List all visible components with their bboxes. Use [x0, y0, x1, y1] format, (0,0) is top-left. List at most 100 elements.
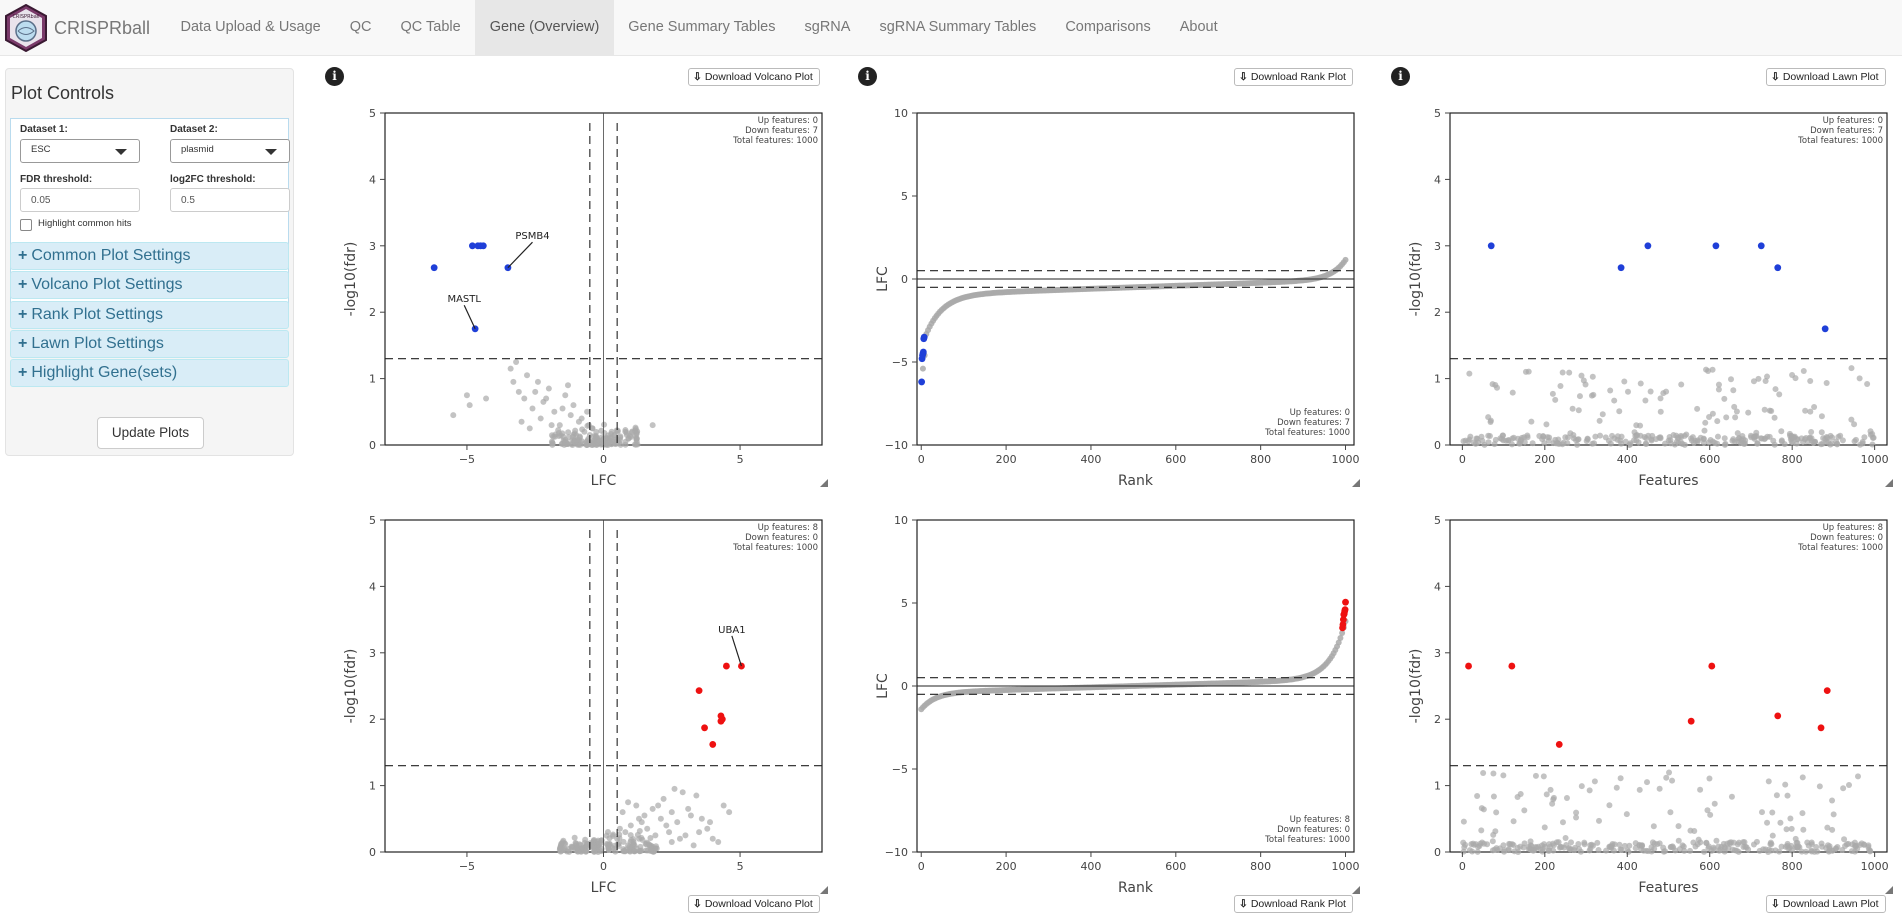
tab-qc[interactable]: QC	[349, 19, 372, 35]
download-rank-plot-button-2[interactable]: ⇩ Download Rank Plot	[1234, 895, 1353, 913]
feature-count: Up features: 8	[758, 523, 818, 533]
highlight-point	[471, 325, 479, 333]
accordion-volcano-plot-settings[interactable]: + Volcano Plot Settings	[10, 271, 289, 299]
data-point	[1557, 382, 1564, 389]
data-point	[1678, 381, 1685, 388]
download-volcano-plot-button-2[interactable]: ⇩ Download Volcano Plot	[688, 895, 820, 913]
dataset2-select[interactable]: plasmid	[170, 139, 290, 163]
data-point	[1799, 810, 1806, 817]
download-volcano-label: Download Volcano Plot	[704, 71, 813, 83]
rank-plot-top[interactable]: 0 200 400 600 800 1000 −10 −5 0 5 10 Rank LFC Up feat…	[862, 95, 1382, 495]
accordion-rank-plot-settings[interactable]: + Rank Plot Settings	[10, 301, 289, 329]
accordion-common-plot-settings[interactable]: + Common Plot Settings	[10, 242, 289, 270]
data-point	[1723, 414, 1730, 421]
tab-upload[interactable]: Data Upload & Usage	[180, 19, 321, 35]
accordion-label: Rank Plot Settings	[31, 306, 163, 323]
highlight-point	[1617, 264, 1625, 272]
data-point	[1532, 772, 1539, 779]
data-point	[584, 441, 591, 448]
feature-count: Down features: 7	[1810, 126, 1883, 136]
tab-sgrna-tables[interactable]: sgRNA Summary Tables	[879, 19, 1037, 35]
volcano-info-icon[interactable]: i	[325, 67, 344, 86]
download-icon: ⇩	[1239, 898, 1248, 910]
data-point	[1460, 818, 1467, 825]
data-point	[1764, 373, 1771, 380]
data-point	[608, 434, 615, 441]
data-point	[569, 843, 576, 850]
data-point	[1701, 427, 1708, 434]
data-point	[1730, 387, 1737, 394]
log2fc-threshold-input[interactable]	[170, 188, 290, 212]
lawn-plot-bottom[interactable]: 0 200 400 600 800 1000 0 1 2 3 4 5 Features -log10(fd…	[1395, 502, 1902, 902]
y-tick-label: −10	[885, 439, 908, 452]
dataset1-select[interactable]: ESC	[20, 139, 140, 163]
download-rank-plot-button[interactable]: ⇩ Download Rank Plot	[1234, 68, 1353, 86]
volcano-plot-bottom[interactable]: UBA1 −5 0 5 0 1 2 3 4 5 LFC -log10(fdr) Up features:…	[330, 502, 850, 902]
resize-handle-icon	[820, 886, 828, 894]
lawn-info-icon[interactable]: i	[1391, 67, 1410, 86]
data-point	[1644, 779, 1651, 786]
data-point	[1788, 842, 1795, 849]
data-point	[1695, 836, 1702, 843]
data-point	[1494, 384, 1501, 391]
tab-qc-table[interactable]: QC Table	[400, 19, 461, 35]
tab-about[interactable]: About	[1179, 19, 1218, 35]
data-point	[584, 841, 591, 848]
y-tick-label: 5	[1434, 107, 1441, 120]
highlight-point	[430, 264, 438, 272]
data-point	[620, 838, 627, 845]
data-point	[584, 408, 591, 415]
x-tick-label: −5	[459, 860, 475, 873]
data-point	[625, 799, 632, 806]
rank-info-icon[interactable]: i	[858, 67, 877, 86]
data-point	[524, 372, 531, 379]
data-point	[1648, 437, 1655, 444]
data-point	[1642, 397, 1649, 404]
data-point	[1517, 791, 1524, 798]
data-point	[1485, 432, 1492, 439]
data-point	[1714, 418, 1721, 425]
highlight-point	[479, 242, 487, 250]
accordion-lawn-plot-settings[interactable]: + Lawn Plot Settings	[10, 330, 289, 358]
tab-gene-tables[interactable]: Gene Summary Tables	[628, 19, 776, 35]
data-point	[1613, 784, 1620, 791]
data-point	[666, 829, 673, 836]
data-point	[582, 836, 589, 843]
volcano-plot-top[interactable]: PSMB4 MASTL −5 0 5 0 1 2 3 4 5 LFC -log10(fdr) Up fea…	[330, 95, 850, 495]
data-point	[1807, 408, 1814, 415]
data-point	[1588, 392, 1595, 399]
data-point	[599, 441, 606, 448]
data-point	[1621, 842, 1628, 849]
download-lawn-plot-button[interactable]: ⇩ Download Lawn Plot	[1766, 68, 1886, 86]
tab-comparisons[interactable]: Comparisons	[1065, 19, 1151, 35]
x-axis-title: Rank	[1118, 880, 1154, 896]
fdr-threshold-input[interactable]	[20, 188, 140, 212]
plot-frame	[1449, 112, 1888, 446]
data-point	[1799, 774, 1806, 781]
data-point	[1485, 439, 1492, 446]
download-lawn-plot-button-2[interactable]: ⇩ Download Lawn Plot	[1766, 895, 1886, 913]
download-rank-label: Download Rank Plot	[1250, 898, 1346, 910]
download-volcano-plot-button[interactable]: ⇩ Download Volcano Plot	[688, 68, 820, 86]
data-point	[690, 842, 697, 849]
highlight-point	[695, 687, 703, 695]
highlight-common-hits-checkbox[interactable]	[20, 219, 32, 231]
feature-count: Up features: 0	[1290, 408, 1350, 418]
data-point	[1798, 848, 1805, 855]
data-point	[616, 825, 623, 832]
download-icon: ⇩	[1771, 898, 1780, 910]
y-tick-label: −5	[892, 763, 908, 776]
data-point	[1811, 848, 1818, 855]
data-point	[598, 837, 605, 844]
download-icon: ⇩	[1771, 71, 1780, 83]
rank-plot-bottom[interactable]: 0 200 400 600 800 1000 −10 −5 0 5 10 Rank LFC Up feat…	[862, 502, 1382, 902]
update-plots-button[interactable]: Update Plots	[97, 417, 204, 449]
brand[interactable]: CRISPRball CRISPRball	[4, 3, 150, 53]
data-point	[1545, 847, 1552, 854]
accordion-highlight-gene-sets[interactable]: + Highlight Gene(sets)	[10, 359, 289, 387]
tab-gene-overview[interactable]: Gene (Overview)	[475, 0, 614, 56]
lawn-plot-top[interactable]: 0 200 400 600 800 1000 0 1 2 3 4 5 Features -log10(fd…	[1395, 95, 1902, 495]
y-tick-label: 5	[369, 514, 376, 527]
data-point	[1559, 369, 1566, 376]
tab-sgrna[interactable]: sgRNA	[804, 19, 851, 35]
